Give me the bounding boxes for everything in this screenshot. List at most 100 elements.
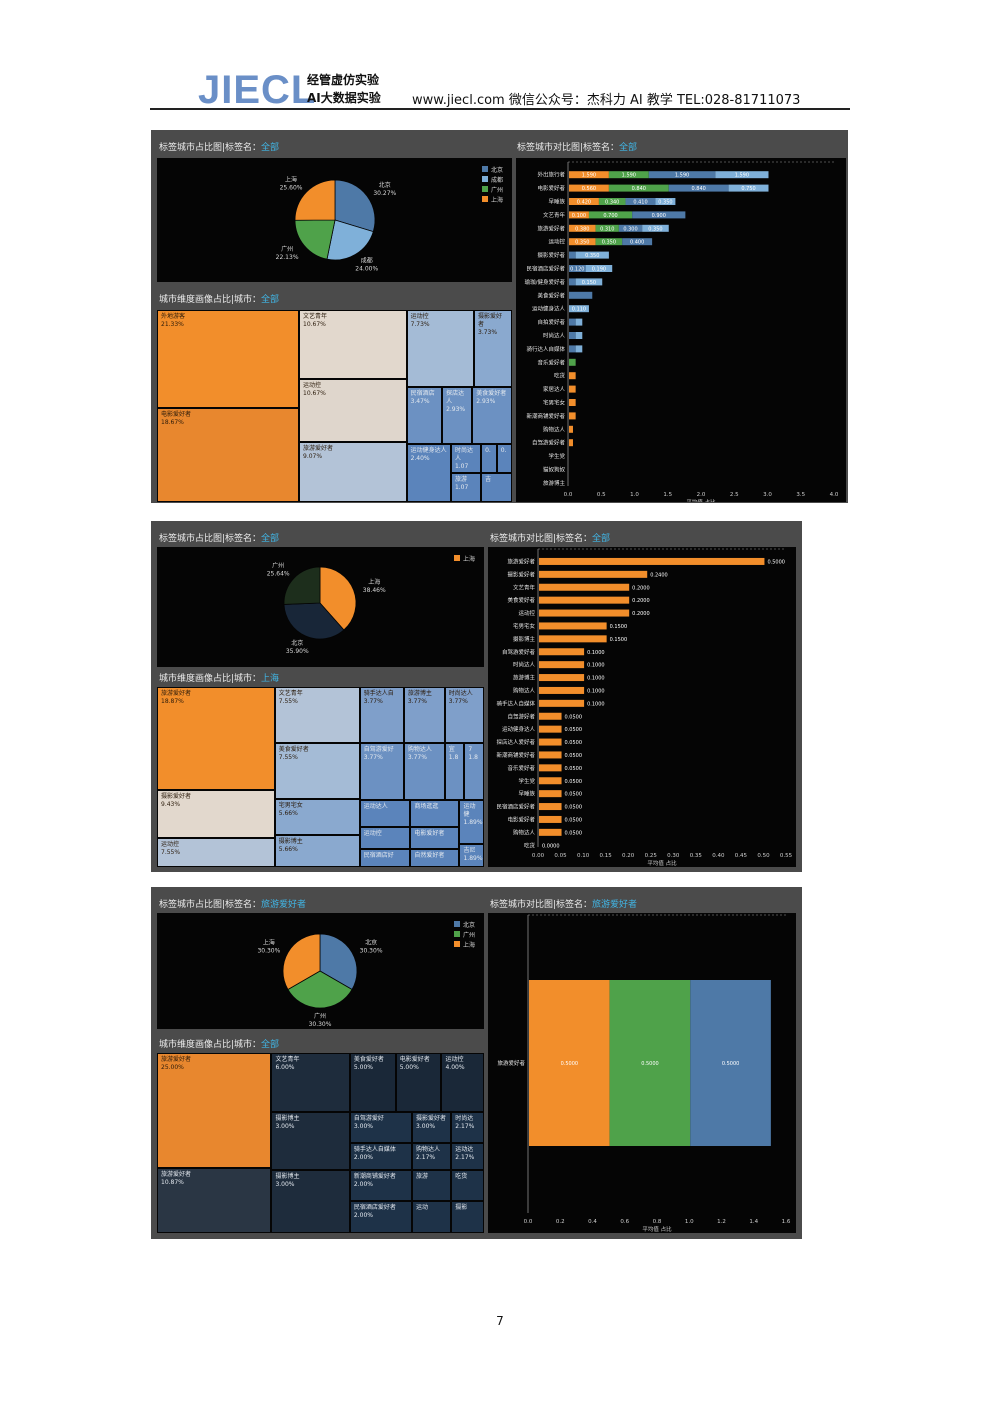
bar-12-1 <box>575 332 583 339</box>
treemap-cell[interactable]: 运动健 1.89% <box>459 800 484 844</box>
y-tick-label-7: 自驾游爱好者 <box>502 648 536 656</box>
treemap-cell[interactable]: 民宿酒店爱好者 2.00% <box>349 1200 413 1233</box>
bar-value-9: 0.1000 <box>587 676 605 682</box>
treemap-cell-pct: 3.77% <box>407 753 427 761</box>
bar-0-3 <box>715 171 769 179</box>
treemap-cell[interactable]: 摄影 <box>451 1200 484 1233</box>
bar-5-2 <box>622 238 653 246</box>
treemap-cell[interactable]: 吉尼 1.89% <box>459 843 484 867</box>
treemap-cell[interactable]: 运动控 <box>359 827 411 849</box>
bar-1-3 <box>728 184 769 192</box>
bar-13-1 <box>575 345 583 353</box>
treemap-cell[interactable]: 民宿酒店 3.47% <box>406 386 443 445</box>
treemap-cell[interactable]: 文艺青年 7.55% <box>274 687 360 743</box>
treemap-cell-pct: 5.66% <box>278 809 298 817</box>
treemap-cell[interactable]: 摄影爱好者 3.73% <box>474 310 512 387</box>
treemap-cell[interactable]: 运动控 10.67% <box>299 378 407 442</box>
bar-0-1 <box>608 171 649 179</box>
treemap-cell[interactable]: 吉 <box>481 473 512 502</box>
pie-pct-1: 35.90% <box>286 648 309 655</box>
bar-value-2-0: 0.420 <box>577 200 591 206</box>
treemap-cell[interactable]: 旅游 1.07 <box>450 473 482 502</box>
treemap-cell[interactable]: 美食爱好者 5.00% <box>349 1053 396 1113</box>
x-tick-label-1: 0.2 <box>556 1219 565 1225</box>
treemap-cell[interactable]: 摄影博主 3.00% <box>271 1112 350 1170</box>
y-tick-label-20: 自驾游爱好者 <box>532 439 566 447</box>
treemap-cell[interactable]: 新潮商铺爱好者 2.00% <box>349 1170 413 1201</box>
treemap-cell[interactable]: 旅游爱好者 10.87% <box>157 1168 272 1233</box>
treemap-cell[interactable]: 吃货 <box>451 1170 484 1201</box>
treemap-cell[interactable]: 文艺青年 6.00% <box>271 1053 350 1113</box>
treemap-cell[interactable]: 文艺青年 10.67% <box>299 310 407 379</box>
treemap-cell[interactable]: 旅游爱好者 25.00% <box>157 1053 272 1169</box>
bar-value-3-0: 0.100 <box>572 213 586 219</box>
treemap-cell[interactable]: 时尚达人 1.07 <box>450 444 482 474</box>
treemap-cell[interactable]: 运动健身达人 2.40% <box>406 444 451 502</box>
bar-3-2 <box>632 211 686 219</box>
treemap-cell-label: 时尚达人 <box>454 447 473 463</box>
treemap-cell[interactable]: 探店达人 2.93% <box>442 386 473 445</box>
treemap-cell[interactable]: 电影爱好者 <box>410 827 460 849</box>
treemap-cell[interactable]: 旅游博主 3.77% <box>403 687 445 743</box>
treemap-cell[interactable]: 摄影爱好者 3.00% <box>412 1112 452 1143</box>
bar-title-2: 标签城市对比图|标签名：全部 <box>490 534 611 544</box>
treemap-cell[interactable]: 美食爱好者 2.93% <box>472 386 512 445</box>
bar-value-0-0: 0.5000 <box>561 1061 579 1067</box>
bar-15 <box>539 751 562 759</box>
y-tick-label-19: 购物达人 <box>543 425 566 433</box>
treemap-cell[interactable]: 旅游爱好者 18.87% <box>157 687 275 790</box>
treemap-cell-label: 外地游客 <box>161 313 186 320</box>
treemap-cell[interactable]: 7 1.8 <box>464 742 484 801</box>
treemap-cell[interactable]: 购物达人 3.77% <box>403 742 445 801</box>
treemap-cell[interactable]: 运动控 7.73% <box>406 310 474 387</box>
treemap-cell[interactable]: 电影爱好者 18.67% <box>157 407 299 502</box>
treemap-cell[interactable]: 购物达人 2.17% <box>412 1143 452 1170</box>
treemap-cell[interactable]: 0. <box>481 444 497 474</box>
treemap-cell[interactable]: 自驾游爱好 3.77% <box>359 742 404 801</box>
treemap-cell-pct: 3.00% <box>275 1181 295 1188</box>
treemap-cell-pct: 18.87% <box>161 698 184 705</box>
x-tick-label-6: 1.2 <box>717 1219 726 1225</box>
bar-value-5-1: 0.350 <box>602 240 616 246</box>
treemap-cell-pct: 21.33% <box>161 321 184 328</box>
treemap-cell[interactable]: 摄影博主 3.00% <box>271 1170 350 1233</box>
treemap-cell[interactable]: 运动达 2.17% <box>451 1143 484 1170</box>
y-tick-label-13: 骑行达人自媒体 <box>526 345 565 353</box>
legend-label-0: 上海 <box>463 555 475 563</box>
treemap-cell[interactable]: 商场逛逛 <box>410 800 460 828</box>
treemap-cell[interactable]: 运动控 4.00% <box>441 1053 484 1113</box>
treemap-cell[interactable]: 旅游 <box>412 1170 452 1201</box>
y-tick-label-7: 民宿酒店爱好者 <box>526 265 565 273</box>
bar-panel-3: 0.0 0.2 0.4 0.6 0.8 1.0 1.2 1.4 1.6 平均值 占比 旅游爱好者 0.… <box>488 913 796 1233</box>
treemap-cell[interactable]: 自然爱好者 <box>410 849 460 867</box>
treemap-cell[interactable]: 0. <box>496 444 512 474</box>
treemap-cell[interactable]: 美食爱好者 7.55% <box>274 742 360 799</box>
bar-title-3: 标签城市对比图|标签名：旅游爱好者 <box>490 900 638 910</box>
bar-2 <box>539 583 630 591</box>
treemap-title-2: 城市维度画像占比|城市：上海 <box>159 674 280 684</box>
treemap-cell[interactable]: 时尚达人 3.77% <box>444 687 484 743</box>
bar-14 <box>539 738 562 746</box>
bar-1-2 <box>668 184 729 192</box>
treemap-cell[interactable]: 摄影爱好者 9.43% <box>157 789 275 839</box>
treemap-cell-label: 摄影 <box>455 1203 468 1211</box>
treemap-cell[interactable]: 民宿酒店好 <box>359 849 411 867</box>
treemap-cell[interactable]: 外地游客 21.33% <box>157 310 299 408</box>
bar-20-0 <box>569 439 573 447</box>
y-tick-label-4: 运动控 <box>518 609 535 617</box>
treemap-cell[interactable]: 摄影博主 5.66% <box>274 834 360 867</box>
treemap-cell[interactable]: 运动达人 <box>359 800 411 828</box>
x-tick-label-5: 2.5 <box>730 492 739 498</box>
treemap-cell[interactable]: 骑手达人自媒体 2.00% <box>349 1143 413 1170</box>
y-tick-label-3: 文艺青年 <box>543 211 566 219</box>
treemap-cell[interactable]: 时尚达 2.17% <box>451 1112 484 1143</box>
treemap-cell[interactable]: 骑手达人自 3.77% <box>359 687 404 743</box>
treemap-cell[interactable]: 宅男宅女 5.66% <box>274 798 360 835</box>
treemap-cell[interactable]: 旅游爱好者 9.07% <box>299 441 407 502</box>
treemap-cell[interactable]: 运动控 7.55% <box>157 838 275 867</box>
treemap-cell[interactable]: 电影爱好者 5.00% <box>395 1053 442 1113</box>
treemap-cell[interactable]: 运动 <box>412 1200 452 1233</box>
treemap-cell[interactable]: 宜 1.8 <box>444 742 465 801</box>
treemap-cell-label: 商场逛逛 <box>414 803 439 811</box>
treemap-cell[interactable]: 自驾游爱好 3.00% <box>349 1112 413 1143</box>
